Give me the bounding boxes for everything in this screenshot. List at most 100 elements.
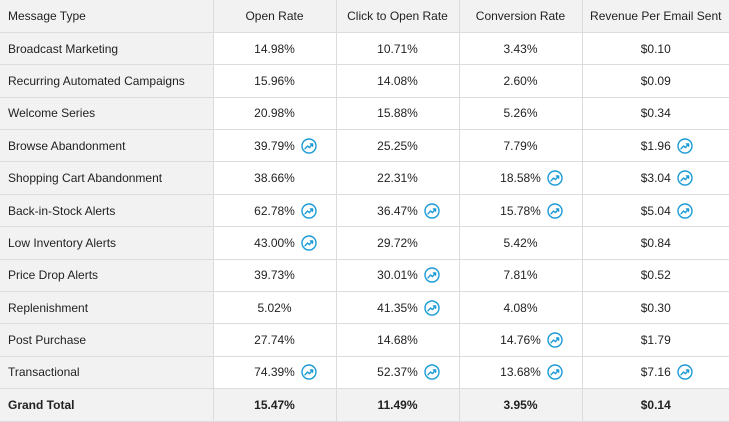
trending-up-icon (547, 170, 563, 186)
trending-up-icon (547, 364, 563, 381)
open-rate-value: 20.98% (254, 106, 295, 121)
grand-total-conversion-rate: 3.95% (458, 388, 583, 422)
table-row: Back-in-Stock Alerts 62.78% 36.47% 15.78% $5… (0, 193, 729, 228)
revenue-per-email-cell: $5.04 (581, 193, 729, 228)
revenue-per-email-value: $1.79 (640, 333, 671, 348)
column-header-message-type: Message Type (0, 0, 214, 33)
conversion-rate-cell: 2.60% (458, 64, 583, 98)
open-rate-value: 39.73% (254, 268, 295, 283)
column-header-revenue-per-email: Revenue Per Email Sent (581, 0, 729, 33)
click-to-open-rate-cell: 15.88% (335, 96, 460, 131)
trending-up-icon (424, 267, 440, 284)
conversion-rate-value: 2.60% (503, 73, 538, 88)
revenue-per-email-value: $5.04 (640, 203, 671, 218)
trending-up-icon (424, 364, 440, 381)
open-rate-value: 38.66% (254, 171, 295, 186)
open-rate-cell: 38.66% (212, 161, 337, 195)
message-type-cell: Welcome Series (0, 96, 214, 131)
trending-up-icon (547, 202, 563, 219)
trending-up-icon (301, 364, 317, 381)
table-row: Broadcast Marketing 14.98% 10.71% 3.43% $0.1… (0, 31, 729, 66)
conversion-rate-value: 13.68% (500, 365, 541, 380)
open-rate-cell: 27.74% (212, 323, 337, 357)
open-rate-cell: 15.96% (212, 64, 337, 98)
open-rate-cell: 5.02% (212, 291, 337, 325)
open-rate-value: 62.78% (254, 203, 295, 218)
grand-total-row: Grand Total 15.47% 11.49% 3.95% $0.14 (0, 388, 729, 422)
open-rate-cell: 20.98% (212, 96, 337, 131)
click-to-open-rate-value: 14.08% (377, 73, 418, 88)
click-to-open-rate-value: 10.71% (377, 41, 418, 56)
trending-up-icon (301, 202, 317, 219)
conversion-rate-value: 15.78% (500, 203, 541, 218)
conversion-rate-value: 7.81% (503, 268, 538, 283)
table-row: Price Drop Alerts 39.73% 30.01% 7.81% $0.52 (0, 258, 729, 293)
trending-up-icon (547, 332, 563, 348)
revenue-per-email-value: $0.30 (640, 300, 671, 315)
trending-up-icon (424, 202, 440, 219)
conversion-rate-cell: 5.42% (458, 226, 583, 260)
table-row: Transactional 74.39% 52.37% 13.68% $7.16 (0, 355, 729, 390)
grand-total-open-rate: 15.47% (212, 388, 337, 422)
conversion-rate-cell: 14.76% (458, 323, 583, 357)
click-to-open-rate-value: 52.37% (377, 365, 418, 380)
conversion-rate-value: 14.76% (500, 333, 541, 348)
click-to-open-rate-cell: 41.35% (335, 291, 460, 325)
open-rate-cell: 39.73% (212, 258, 337, 293)
trending-up-icon (677, 138, 693, 154)
revenue-per-email-cell: $7.16 (581, 355, 729, 390)
message-type-cell: Low Inventory Alerts (0, 226, 214, 260)
conversion-rate-value: 5.26% (503, 106, 538, 121)
click-to-open-rate-value: 41.35% (377, 300, 418, 315)
click-to-open-rate-value: 15.88% (377, 106, 418, 121)
click-to-open-rate-value: 29.72% (377, 235, 418, 250)
grand-total-label: Grand Total (0, 388, 214, 422)
revenue-per-email-cell: $0.84 (581, 226, 729, 260)
revenue-per-email-cell: $3.04 (581, 161, 729, 195)
table-row: Post Purchase 27.74% 14.68% 14.76% $1.79 (0, 323, 729, 357)
open-rate-cell: 39.79% (212, 129, 337, 163)
revenue-per-email-cell: $0.34 (581, 96, 729, 131)
revenue-per-email-cell: $0.30 (581, 291, 729, 325)
revenue-per-email-value: $7.16 (640, 365, 671, 380)
conversion-rate-value: 7.79% (503, 138, 538, 153)
message-type-cell: Recurring Automated Campaigns (0, 64, 214, 98)
message-type-cell: Transactional (0, 355, 214, 390)
click-to-open-rate-cell: 14.08% (335, 64, 460, 98)
open-rate-cell: 62.78% (212, 193, 337, 228)
column-header-open-rate: Open Rate (212, 0, 337, 33)
trending-up-icon (677, 202, 693, 219)
open-rate-value: 27.74% (254, 333, 295, 348)
click-to-open-rate-value: 36.47% (377, 203, 418, 218)
revenue-per-email-value: $0.34 (640, 106, 671, 121)
trending-up-icon (301, 235, 317, 251)
revenue-per-email-cell: $0.10 (581, 31, 729, 66)
open-rate-value: 43.00% (254, 235, 295, 250)
click-to-open-rate-cell: 36.47% (335, 193, 460, 228)
click-to-open-rate-value: 30.01% (377, 268, 418, 283)
open-rate-cell: 74.39% (212, 355, 337, 390)
message-type-cell: Browse Abandonment (0, 129, 214, 163)
table-row: Browse Abandonment 39.79% 25.25% 7.79% $1.96 (0, 129, 729, 163)
open-rate-value: 39.79% (254, 138, 295, 153)
conversion-rate-cell: 4.08% (458, 291, 583, 325)
conversion-rate-value: 3.43% (503, 41, 538, 56)
revenue-per-email-value: $0.84 (640, 235, 671, 250)
message-type-cell: Replenishment (0, 291, 214, 325)
conversion-rate-cell: 5.26% (458, 96, 583, 131)
table-row: Shopping Cart Abandonment 38.66% 22.31% 18.… (0, 161, 729, 195)
message-type-cell: Post Purchase (0, 323, 214, 357)
conversion-rate-cell: 15.78% (458, 193, 583, 228)
click-to-open-rate-cell: 10.71% (335, 31, 460, 66)
click-to-open-rate-cell: 30.01% (335, 258, 460, 293)
column-header-conversion-rate: Conversion Rate (458, 0, 583, 33)
open-rate-value: 14.98% (254, 41, 295, 56)
trending-up-icon (424, 300, 440, 316)
open-rate-cell: 14.98% (212, 31, 337, 66)
grand-total-revenue-per-email: $0.14 (581, 388, 729, 422)
open-rate-value: 15.96% (254, 73, 295, 88)
click-to-open-rate-value: 25.25% (377, 138, 418, 153)
revenue-per-email-value: $1.96 (640, 138, 671, 153)
message-type-cell: Shopping Cart Abandonment (0, 161, 214, 195)
column-header-click-to-open-rate: Click to Open Rate (335, 0, 460, 33)
